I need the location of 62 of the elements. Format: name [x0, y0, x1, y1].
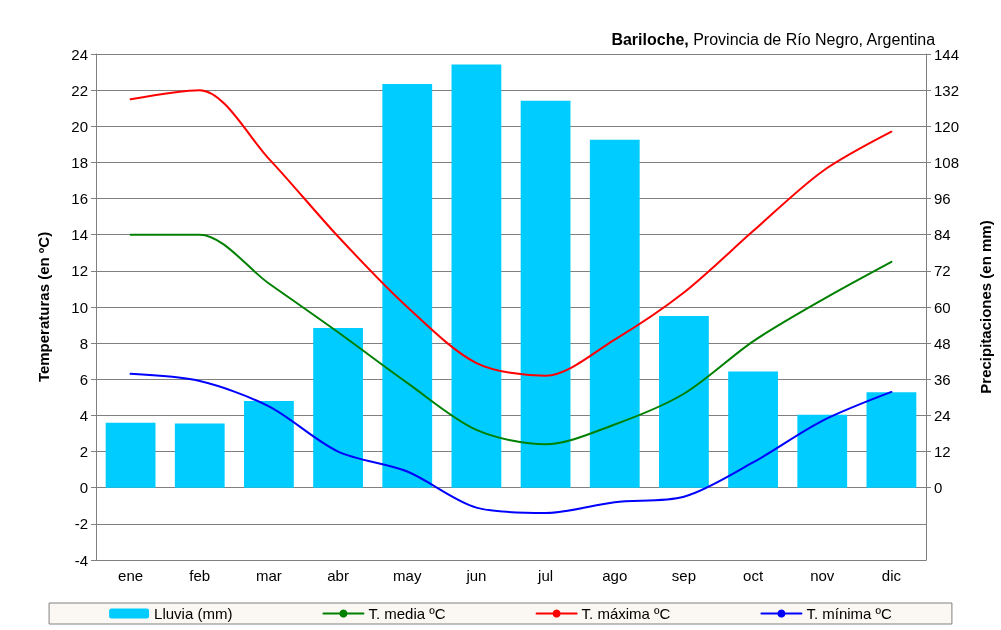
y-tick-label: 8: [79, 334, 88, 352]
y2-tick-label: 24: [934, 406, 951, 424]
y2-tick-label: 132: [934, 81, 960, 99]
y-tick-label: 20: [71, 117, 88, 135]
legend-label: T. máxima ºC: [581, 605, 671, 622]
y-tick-label: 4: [79, 406, 88, 424]
y-tick-label: 2: [79, 443, 88, 461]
x-tick-label: feb: [189, 567, 211, 584]
legend-label: T. media ºC: [368, 605, 446, 622]
legend-label: Lluvia (mm): [154, 605, 233, 622]
x-tick-label: ene: [118, 567, 144, 584]
x-tick-label: abr: [327, 567, 349, 584]
y-tick-label: -4: [74, 551, 88, 569]
chart-title: Bariloche, Provincia de Río Negro, Argentina: [611, 30, 936, 48]
bar: [451, 64, 502, 488]
legend-label: T. mínima ºC: [806, 605, 893, 622]
bar: [659, 316, 709, 488]
y-tick-label: 22: [71, 81, 88, 99]
bar: [728, 371, 778, 488]
y-tick-label: 12: [71, 262, 88, 280]
y2-tick-label: 48: [934, 334, 951, 352]
bar: [382, 84, 433, 488]
x-tick-label: jun: [465, 567, 487, 584]
y-tick-label: 10: [71, 298, 88, 316]
y-axis-title: Temperaturas (en ºC): [35, 231, 52, 383]
y-tick-label: 24: [71, 45, 88, 63]
line-series: [129, 233, 893, 446]
y2-tick-label: 96: [934, 190, 951, 208]
bar: [589, 139, 640, 488]
y-tick-label: 16: [71, 190, 88, 208]
y-tick-label: 6: [79, 370, 88, 388]
y-tick-label: 18: [71, 153, 88, 171]
bar: [520, 100, 571, 488]
x-tick-label: oct: [743, 567, 764, 584]
y2-axis-title: Precipitaciones (en mm): [977, 220, 994, 394]
y-tick-label: 0: [79, 479, 88, 497]
x-tick-label: mar: [255, 567, 282, 584]
y2-tick-label: 12: [934, 443, 951, 461]
y2-tick-label: 0: [934, 479, 943, 497]
x-tick-label: dic: [881, 567, 902, 584]
y2-tick-label: 72: [934, 262, 951, 280]
bar: [105, 422, 156, 488]
y2-tick-label: 108: [934, 153, 960, 171]
bar: [313, 328, 363, 488]
y-tick-label: 14: [71, 226, 88, 244]
x-tick-label: ago: [602, 567, 628, 584]
y2-tick-label: 60: [934, 298, 951, 316]
line-series: [129, 89, 893, 377]
bar: [244, 400, 294, 488]
y-tick-label: -2: [74, 515, 88, 533]
bar: [174, 423, 225, 488]
bar: [797, 414, 848, 488]
x-tick-label: sep: [671, 567, 697, 584]
y2-tick-label: 144: [934, 45, 960, 63]
x-tick-label: may: [393, 567, 422, 584]
y2-tick-label: 120: [934, 117, 960, 135]
x-tick-label: jul: [537, 567, 554, 584]
x-tick-label: nov: [810, 567, 835, 584]
y2-tick-label: 36: [934, 370, 951, 388]
line-series: [129, 372, 893, 515]
y2-tick-label: 84: [934, 226, 951, 244]
bar: [866, 392, 917, 488]
